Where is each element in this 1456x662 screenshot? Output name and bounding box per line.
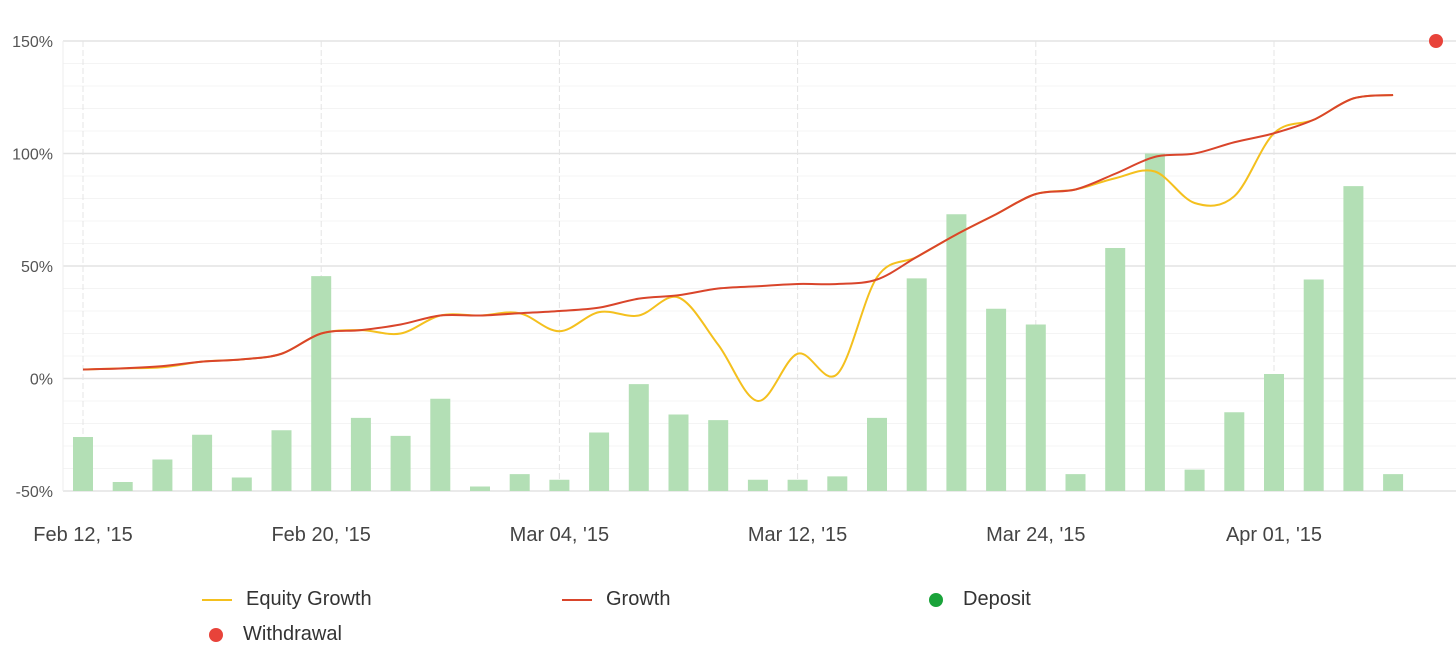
y-tick-label: 0% [30, 372, 53, 389]
bar [549, 479, 570, 491]
bar [509, 474, 530, 491]
bar [747, 479, 768, 491]
bar [906, 278, 927, 491]
bar [787, 479, 808, 491]
bar [350, 417, 371, 491]
legend-line-icon [202, 598, 232, 601]
bar [1025, 324, 1046, 491]
x-tick-label: Feb 20, '15 [271, 524, 370, 546]
bar [708, 420, 729, 491]
legend-withdrawal[interactable]: Withdrawal [209, 623, 342, 646]
bar [1343, 186, 1364, 491]
legend-line-icon [562, 598, 592, 601]
bar [628, 384, 649, 491]
bar [1383, 474, 1404, 491]
x-tick-label: Mar 24, '15 [986, 524, 1085, 546]
bar [231, 477, 252, 491]
y-tick-label: -50% [16, 484, 53, 501]
bar [112, 482, 133, 491]
bar [1224, 412, 1245, 491]
y-tick-label: 150% [12, 34, 53, 51]
bar [668, 414, 689, 491]
series-line-growth [82, 94, 1394, 371]
y-tick-label: 50% [21, 259, 53, 276]
bar [1264, 374, 1284, 491]
bar [311, 276, 332, 491]
x-tick-label: Mar 04, '15 [510, 524, 609, 546]
bar [1065, 474, 1086, 491]
legend-dot-icon [209, 627, 223, 642]
y-tick-label: 100% [12, 147, 53, 164]
legend-label: Withdrawal [243, 623, 342, 645]
bar [986, 308, 1007, 491]
legend-label: Equity Growth [246, 588, 372, 610]
bar [73, 437, 93, 491]
x-tick-label: Feb 12, '15 [33, 524, 132, 546]
bar [827, 476, 848, 491]
bar [1144, 153, 1165, 491]
x-tick-label: Mar 12, '15 [748, 524, 847, 546]
bar [152, 459, 173, 491]
legend-label: Growth [606, 588, 671, 610]
legend-dot-icon [929, 592, 943, 607]
bar [1303, 279, 1324, 491]
legend-deposit[interactable]: Deposit [929, 588, 1031, 611]
legend-label: Deposit [963, 588, 1031, 610]
bar [390, 435, 411, 491]
withdrawal-point [1429, 34, 1443, 48]
legend-equity-growth[interactable]: Equity Growth [202, 588, 372, 611]
bar [192, 434, 213, 491]
bar [867, 417, 887, 491]
bar [271, 430, 292, 491]
bar [946, 214, 967, 491]
bar [589, 432, 610, 491]
bar [1184, 469, 1205, 491]
bar [470, 486, 490, 491]
bar [1105, 248, 1126, 491]
bar [430, 398, 451, 491]
x-tick-label: Apr 01, '15 [1226, 524, 1322, 546]
legend-growth[interactable]: Growth [562, 588, 670, 611]
